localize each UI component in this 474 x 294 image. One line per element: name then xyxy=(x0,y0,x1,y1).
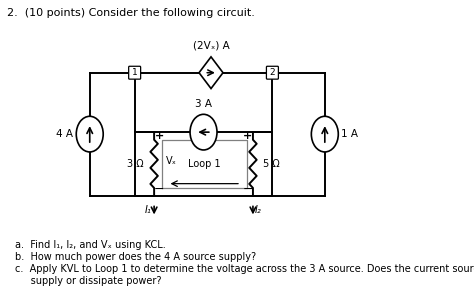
Text: Loop 1: Loop 1 xyxy=(188,159,220,169)
Text: supply or dissipate power?: supply or dissipate power? xyxy=(15,276,161,286)
Text: (2Vₓ) A: (2Vₓ) A xyxy=(192,41,229,51)
Text: c.  Apply KVL to Loop 1 to determine the voltage across the 3 A source. Does the: c. Apply KVL to Loop 1 to determine the … xyxy=(15,264,474,274)
Circle shape xyxy=(190,114,217,150)
Text: +: + xyxy=(243,131,252,141)
Text: a.  Find I₁, I₂, and Vₓ using KCL.: a. Find I₁, I₂, and Vₓ using KCL. xyxy=(15,240,165,250)
Circle shape xyxy=(311,116,338,152)
Text: b.  How much power does the 4 A source supply?: b. How much power does the 4 A source su… xyxy=(15,252,256,262)
Text: I₂: I₂ xyxy=(255,206,262,216)
Text: 3 A: 3 A xyxy=(195,99,212,109)
Text: 2: 2 xyxy=(270,68,275,77)
Text: 2.  (10 points) Consider the following circuit.: 2. (10 points) Consider the following ci… xyxy=(8,8,255,18)
Circle shape xyxy=(76,116,103,152)
FancyBboxPatch shape xyxy=(266,66,278,79)
Text: −: − xyxy=(154,183,164,196)
FancyBboxPatch shape xyxy=(128,66,141,79)
Text: 1: 1 xyxy=(132,68,137,77)
Text: 3 Ω: 3 Ω xyxy=(127,159,144,169)
Text: 4 A: 4 A xyxy=(56,129,73,139)
Text: −: − xyxy=(243,183,253,196)
Polygon shape xyxy=(199,57,223,88)
Text: Vₓ: Vₓ xyxy=(166,156,177,166)
Text: I₁: I₁ xyxy=(145,206,152,216)
Text: 5 Ω: 5 Ω xyxy=(264,159,280,169)
Text: 1 A: 1 A xyxy=(341,129,358,139)
Text: +: + xyxy=(155,131,164,141)
